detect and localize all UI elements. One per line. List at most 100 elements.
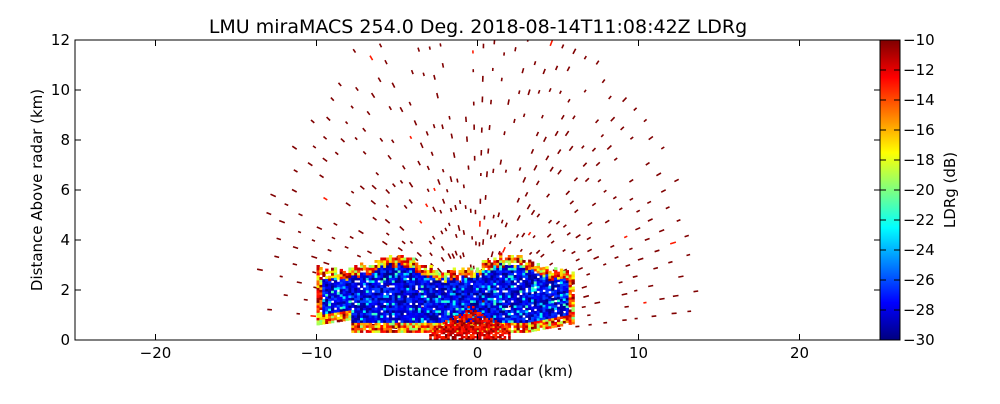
- y-tick-label: 4: [60, 231, 70, 249]
- cloud-cell: [545, 286, 548, 289]
- cloud-cell: [560, 279, 563, 282]
- cloud-cell: [372, 320, 375, 323]
- cloud-cell: [514, 260, 517, 263]
- cloud-cell: [412, 310, 415, 313]
- cloud-cell: [493, 263, 496, 266]
- cloud-cell: [517, 278, 520, 281]
- cloud-cell: [511, 310, 514, 313]
- clutter-mark: [584, 56, 586, 59]
- cloud-cell: [557, 324, 560, 327]
- cloud-cell: [432, 293, 435, 296]
- cloud-cell: [383, 283, 386, 286]
- cloud-cell: [456, 305, 459, 308]
- clutter-mark: [500, 160, 501, 165]
- cloud-cell: [421, 278, 424, 281]
- cloud-cell: [343, 276, 346, 279]
- clutter-mark: [537, 181, 540, 185]
- cloud-cell: [557, 302, 560, 305]
- cloud-cell: [401, 318, 404, 321]
- clutter-mark: [572, 251, 576, 253]
- cloud-cell: [534, 306, 537, 309]
- echo-cell: [483, 324, 486, 326]
- cloud-cell: [430, 328, 433, 331]
- cloud-cell: [467, 293, 470, 296]
- cloud-cell: [398, 305, 401, 308]
- cloud-cell: [502, 268, 505, 271]
- cloud-cell: [380, 303, 383, 306]
- cloud-cell: [554, 307, 557, 310]
- cloud-cell: [412, 328, 415, 331]
- cloud-cell: [412, 290, 415, 293]
- cloud-cell: [450, 288, 453, 291]
- cloud-cell: [406, 263, 409, 266]
- cloud-cell: [505, 283, 508, 286]
- colorbar-tick-label: −16: [903, 121, 935, 139]
- clutter-mark: [504, 131, 505, 135]
- cloud-cell: [543, 319, 546, 322]
- cloud-cell: [537, 263, 540, 266]
- cloud-cell: [496, 318, 499, 321]
- cloud-cell: [360, 278, 363, 281]
- cloud-cell: [409, 290, 412, 293]
- cloud-cell: [322, 294, 325, 297]
- cloud-cell: [522, 318, 525, 321]
- clutter-mark: [293, 264, 297, 265]
- cloud-cell: [319, 317, 322, 320]
- cloud-cell: [499, 260, 502, 263]
- cloud-cell: [528, 327, 531, 330]
- cloud-cell: [543, 327, 546, 330]
- cloud-cell: [322, 299, 325, 302]
- cloud-cell: [398, 278, 401, 281]
- cloud-cell: [517, 325, 520, 328]
- cloud-cell: [392, 305, 395, 308]
- cloud-cell: [366, 285, 369, 288]
- cloud-cell: [528, 297, 531, 300]
- cloud-cell: [476, 278, 479, 281]
- echo-cell: [456, 328, 459, 330]
- cloud-cell: [496, 268, 499, 271]
- cloud-cell: [499, 290, 502, 293]
- cloud-cell: [482, 285, 485, 288]
- cloud-cell: [351, 283, 354, 286]
- cloud-cell: [545, 294, 548, 297]
- cloud-cell: [418, 270, 421, 273]
- cloud-cell: [328, 318, 331, 321]
- cloud-cell: [409, 328, 412, 331]
- cloud-cell: [476, 275, 479, 278]
- cloud-cell: [528, 290, 531, 293]
- cloud-cell: [401, 258, 404, 261]
- cloud-cell: [403, 325, 406, 328]
- cloud-cell: [534, 316, 537, 319]
- cloud-cell: [519, 275, 522, 278]
- cloud-cell: [418, 285, 421, 288]
- cloud-cell: [519, 265, 522, 268]
- cloud-cell: [340, 311, 343, 314]
- clutter-mark: [550, 263, 553, 265]
- echo-cell: [429, 334, 432, 336]
- cloud-cell: [424, 293, 427, 296]
- cloud-cell: [317, 323, 320, 326]
- clutter-mark: [449, 116, 450, 120]
- cloud-cell: [375, 288, 378, 291]
- cloud-cell: [525, 293, 528, 296]
- cloud-cell: [366, 270, 369, 273]
- cloud-cell: [328, 276, 331, 279]
- cloud-cell: [369, 303, 372, 306]
- cloud-cell: [366, 313, 369, 316]
- cloud-cell: [383, 270, 386, 273]
- cloud-cell: [427, 270, 430, 273]
- cloud-cell: [482, 293, 485, 296]
- clutter-mark: [644, 119, 647, 121]
- cloud-cell: [377, 275, 380, 278]
- cloud-cell: [522, 295, 525, 298]
- cloud-cell: [450, 305, 453, 308]
- cloud-cell: [441, 278, 444, 281]
- cloud-cell: [435, 293, 438, 296]
- cloud-cell: [319, 295, 322, 298]
- clutter-mark: [376, 173, 379, 176]
- cloud-cell: [360, 313, 363, 316]
- cloud-cell: [424, 318, 427, 321]
- clutter-mark: [517, 198, 519, 202]
- cloud-cell: [403, 300, 406, 303]
- cloud-cell: [534, 279, 537, 282]
